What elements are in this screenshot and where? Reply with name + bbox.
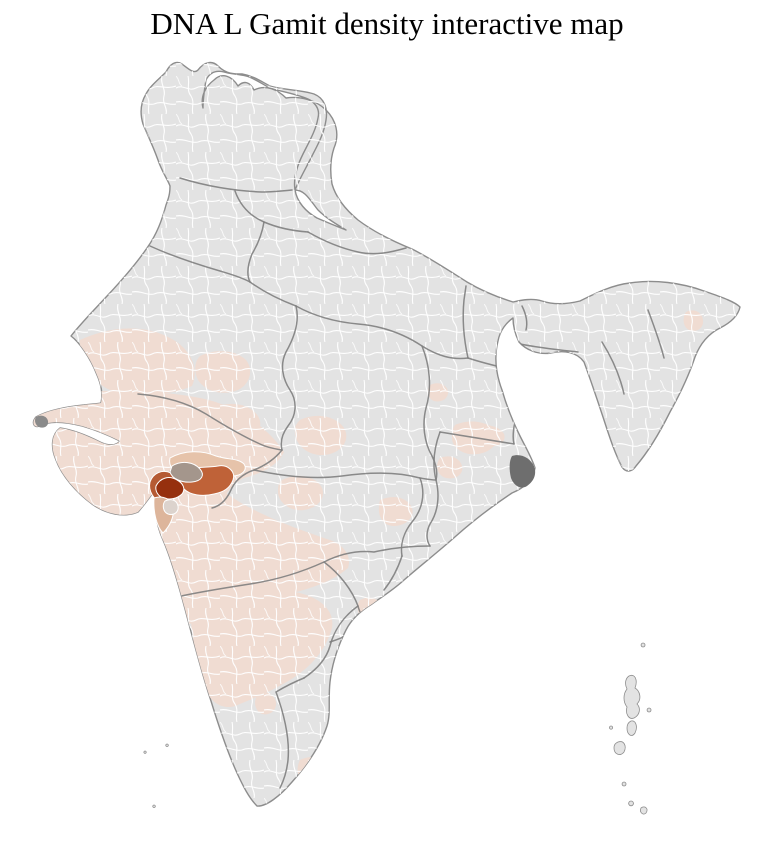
region-tamilnadu-north[interactable] xyxy=(344,645,381,677)
state-border-line xyxy=(462,285,469,359)
island-andaman-dot-north[interactable] xyxy=(640,642,646,648)
state-border-line xyxy=(439,431,515,445)
state-border-line xyxy=(295,305,469,360)
state-border-line xyxy=(280,305,298,451)
district-hotspot-small-gray[interactable] xyxy=(162,499,179,515)
page-title: DNA L Gamit density interactive map xyxy=(150,6,624,41)
state-border-line xyxy=(421,345,438,481)
state-border-line xyxy=(211,449,283,509)
state-border-line xyxy=(275,677,305,789)
island-lakshadweep-3[interactable] xyxy=(152,804,156,808)
state-border-line xyxy=(149,245,251,283)
island-andaman-dot-west[interactable] xyxy=(609,725,613,730)
region-tamilnadu-central[interactable] xyxy=(351,683,393,720)
island-nicobar-south[interactable] xyxy=(640,806,648,815)
state-border-line xyxy=(303,605,359,679)
island-lakshadweep-2[interactable] xyxy=(143,750,147,754)
island-nicobar-north[interactable] xyxy=(621,781,627,787)
island-andaman-ring[interactable] xyxy=(613,741,626,755)
island-andaman-main[interactable] xyxy=(623,674,641,719)
district-hotspot-dark-red[interactable] xyxy=(155,477,185,500)
state-border-line xyxy=(179,177,293,193)
hotspot-districts xyxy=(35,415,536,534)
state-border-line xyxy=(426,431,441,547)
islands xyxy=(143,642,652,815)
state-border-line xyxy=(521,305,528,331)
state-border-line xyxy=(307,231,407,255)
state-border-line xyxy=(249,281,297,307)
state-border-line xyxy=(647,309,665,359)
district-boundaries-texture xyxy=(33,62,741,807)
island-andaman-dot-east[interactable] xyxy=(646,707,652,713)
state-border-line xyxy=(247,221,265,283)
state-border-line xyxy=(253,469,437,481)
region-tamilnadu-south[interactable] xyxy=(330,721,367,756)
sundarbans-delta-dark[interactable] xyxy=(509,455,536,488)
state-borders xyxy=(137,177,665,789)
island-andaman-south[interactable] xyxy=(626,720,637,736)
island-lakshadweep-1[interactable] xyxy=(165,743,169,747)
state-border-line xyxy=(601,341,625,395)
state-border-line xyxy=(137,393,283,451)
island-nicobar-mid[interactable] xyxy=(628,800,634,807)
state-border-line xyxy=(383,555,403,591)
kutch-tip-dark[interactable] xyxy=(35,415,49,428)
state-border-line xyxy=(519,343,579,353)
state-border-line xyxy=(400,477,424,557)
